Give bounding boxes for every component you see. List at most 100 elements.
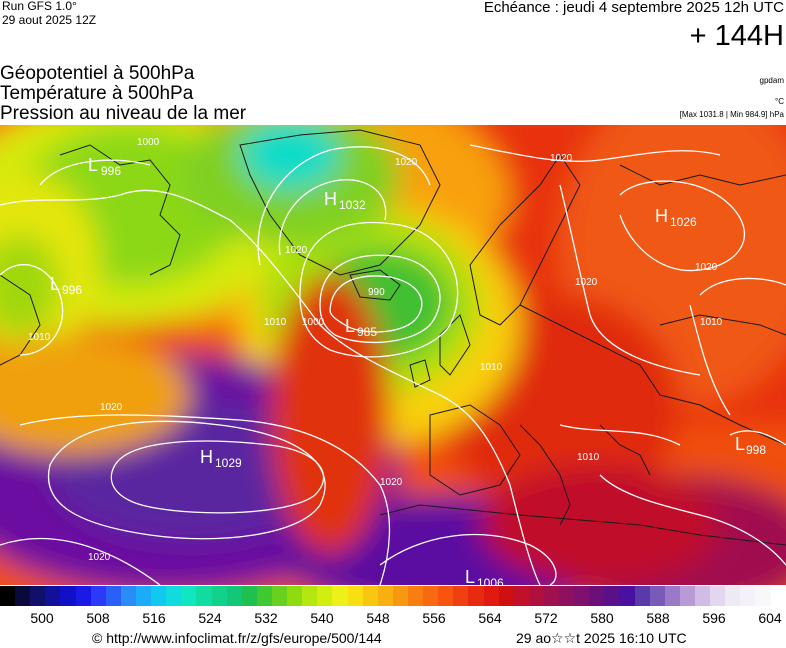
colorbar-tick-label: 532 xyxy=(254,610,278,626)
colorbar-swatch xyxy=(362,586,378,606)
colorbar-swatch xyxy=(151,586,167,606)
colorbar-swatch xyxy=(271,586,288,606)
colorbar-swatch xyxy=(528,586,544,606)
colorbar-swatch xyxy=(664,586,680,606)
run-date: 29 aout 2025 12Z xyxy=(2,13,97,27)
colorbar-swatch xyxy=(695,586,711,606)
colorbar-swatch xyxy=(241,586,257,606)
colorbar-swatch xyxy=(423,586,439,606)
pressure-centre-low: L 998 xyxy=(735,434,766,457)
svg-text:H: H xyxy=(324,189,337,209)
colorbar-swatch xyxy=(710,586,726,606)
isobar-label: 1020 xyxy=(88,552,111,563)
colorbar-swatch xyxy=(483,586,499,606)
colorbar-swatch xyxy=(317,586,333,606)
colorbar-swatch xyxy=(60,586,76,606)
generated-timestamp: 29 ao☆☆t 2025 16:10 UTC xyxy=(516,630,687,646)
coastlines xyxy=(0,129,786,546)
colorbar-swatch xyxy=(256,586,272,606)
colorbar-tick-label: 556 xyxy=(422,610,446,626)
credit-link[interactable]: © http://www.infoclimat.fr/z/gfs/europe/… xyxy=(92,630,382,646)
colorbar-swatch xyxy=(105,586,121,606)
svg-text:996: 996 xyxy=(62,283,82,297)
colorbar-ticks: 500 508 516 524 532 540 548 556 564 572 580 588 596 6… xyxy=(0,610,786,628)
isobar-label: 1020 xyxy=(395,157,418,168)
colorbar-swatch xyxy=(725,586,741,606)
colorbar-swatch xyxy=(166,586,182,606)
colorbar-tick-label: 564 xyxy=(478,610,502,626)
isobar-label: 1020 xyxy=(550,153,573,164)
pressure-centre-low: L 996 xyxy=(50,274,82,297)
colorbar-swatch xyxy=(226,586,242,606)
isobar-label: 1020 xyxy=(575,277,598,288)
colorbar-swatch xyxy=(347,586,363,606)
colorbar-swatch xyxy=(453,586,469,606)
weather-map: 1000 1020 1020 1010 1000 990 1020 1020 1… xyxy=(0,125,786,585)
colorbar-tick-label: 588 xyxy=(646,610,670,626)
param-temperature: Température à 500hPa xyxy=(0,83,194,104)
colorbar-tick-label: 596 xyxy=(702,610,726,626)
svg-text:L: L xyxy=(465,567,475,585)
colorbar-swatch xyxy=(438,586,454,606)
colorbar-swatch xyxy=(181,586,197,606)
colorbar-tick-label: 548 xyxy=(366,610,390,626)
run-label: Run GFS 1.0° xyxy=(2,0,77,13)
colorbar-swatch xyxy=(468,586,484,606)
colorbar-tick-label: 524 xyxy=(198,610,222,626)
valid-time: Echéance : jeudi 4 septembre 2025 12h UT… xyxy=(483,0,784,16)
svg-text:L: L xyxy=(88,155,98,175)
colorbar-tick-label: 572 xyxy=(534,610,558,626)
lead-time: + 144H xyxy=(689,20,784,52)
colorbar-tick-label: 580 xyxy=(590,610,614,626)
isobar-label: 1000 xyxy=(137,137,160,148)
pressure-centre-low: L 985 xyxy=(345,316,377,339)
isobar-labels: 1000 1020 1020 1010 1000 990 1020 1020 1… xyxy=(28,137,723,563)
pressure-centre-high: H 1029 xyxy=(200,447,242,470)
isobar-label: 1010 xyxy=(28,332,51,343)
isobar-label: 1020 xyxy=(380,477,403,488)
pressure-centre-high: H 1032 xyxy=(324,189,366,212)
colorbar-swatch xyxy=(634,586,650,606)
colorbar-swatch xyxy=(75,586,91,606)
colorbar-swatch xyxy=(45,586,61,606)
colorbar-tick-label: 540 xyxy=(310,610,334,626)
colorbar-swatch xyxy=(120,586,136,606)
svg-text:H: H xyxy=(655,206,668,226)
isobar-label: 1010 xyxy=(700,317,723,328)
isobar-label: 1020 xyxy=(695,262,718,273)
isobar-label: 1020 xyxy=(100,402,123,413)
unit-temperature: °C xyxy=(775,97,784,106)
colorbar-swatch xyxy=(679,586,696,606)
svg-text:1032: 1032 xyxy=(339,198,366,212)
colorbar-tick-label: 500 xyxy=(30,610,54,626)
svg-text:985: 985 xyxy=(357,325,377,339)
colorbar-swatch xyxy=(0,586,16,606)
isobar-label: 1010 xyxy=(577,452,600,463)
unit-pressure: [Max 1031.8 | Min 984.9] hPa xyxy=(679,110,784,119)
colorbar-swatch xyxy=(513,586,529,606)
colorbar-swatch xyxy=(211,586,227,606)
isobar-label: 1010 xyxy=(480,362,503,373)
colorbar-swatch xyxy=(649,586,665,606)
colorbar-swatch xyxy=(589,586,605,606)
svg-text:1029: 1029 xyxy=(215,456,242,470)
unit-geopotential: gpdam xyxy=(759,76,784,85)
colorbar xyxy=(0,586,786,606)
svg-text:H: H xyxy=(200,447,213,467)
colorbar-swatch xyxy=(377,586,393,606)
isobar-label: 1020 xyxy=(285,245,308,256)
svg-text:L: L xyxy=(735,434,745,454)
svg-text:998: 998 xyxy=(746,443,766,457)
colorbar-swatch xyxy=(755,586,771,606)
colorbar-swatch xyxy=(543,586,560,606)
pressure-centre-low: L 1006 xyxy=(465,567,504,585)
colorbar-tick-label: 508 xyxy=(86,610,110,626)
isobars xyxy=(0,144,786,585)
svg-text:1026: 1026 xyxy=(670,215,697,229)
param-geopotential: Géopotentiel à 500hPa xyxy=(0,63,195,84)
svg-text:L: L xyxy=(50,274,60,294)
colorbar-swatch xyxy=(15,586,31,606)
isobar-label: 990 xyxy=(368,287,385,298)
colorbar-swatch xyxy=(196,586,212,606)
